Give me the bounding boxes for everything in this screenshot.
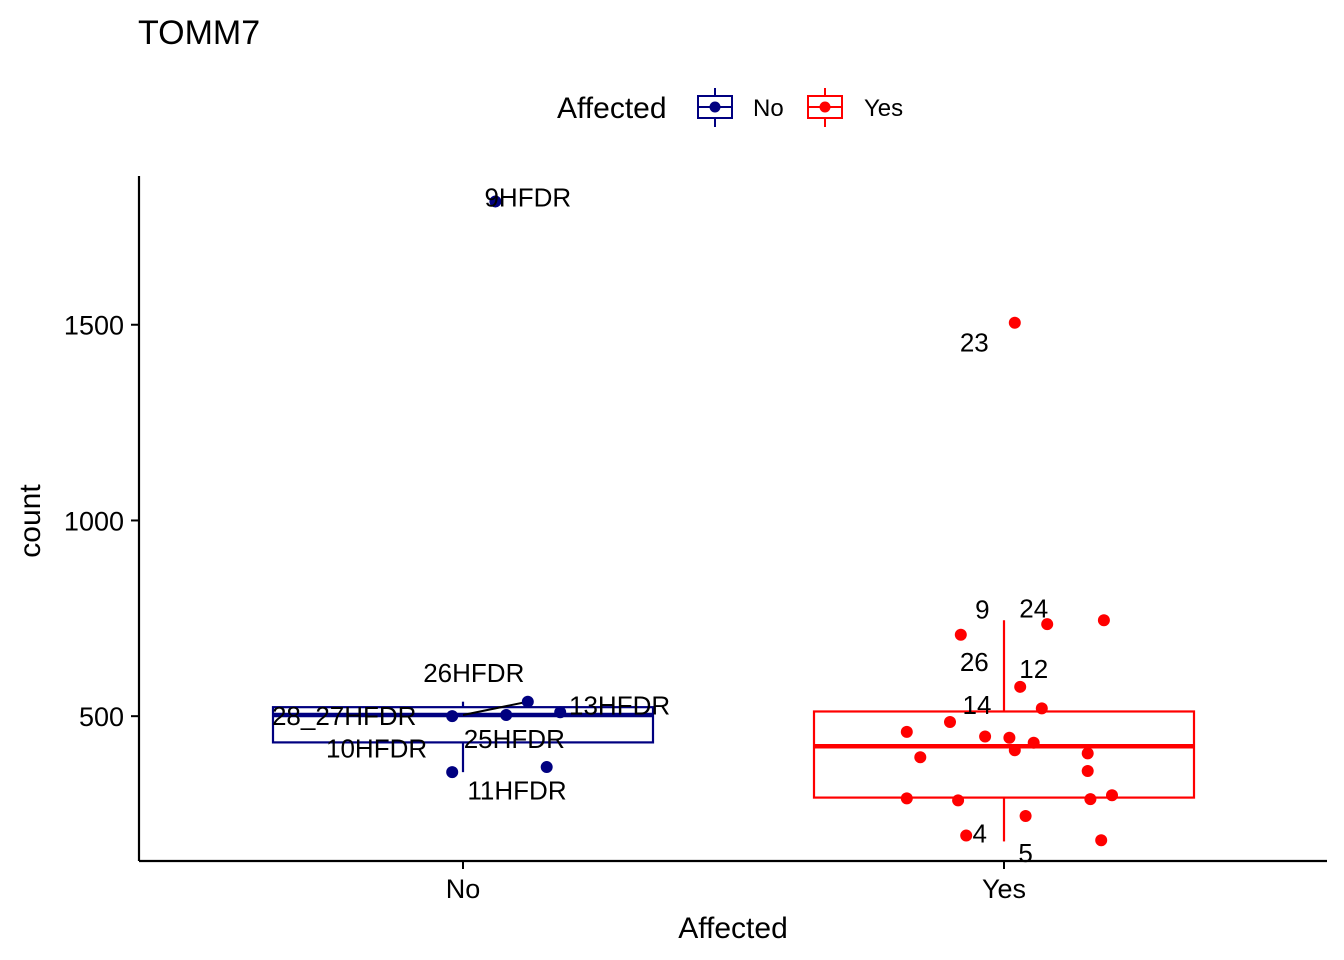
point-label: 12 (1019, 654, 1048, 684)
x-tick-label: No (446, 874, 481, 904)
data-point (960, 829, 973, 842)
label-connectors (462, 700, 529, 716)
data-point (446, 766, 459, 779)
data-point (521, 695, 534, 708)
data-point (900, 725, 913, 738)
legend-label-no: No (753, 95, 784, 122)
point-label: 9 (975, 595, 989, 625)
data-point (1097, 614, 1110, 627)
point-label: 26HFDR (423, 658, 524, 688)
point-label: 9HFDR (484, 183, 571, 213)
legend-key-no (697, 88, 733, 127)
point-label: 24 (1019, 594, 1048, 624)
y-ticks: 500 1000 1500 (64, 311, 139, 732)
data-point (1003, 731, 1016, 744)
point-label: 25HFDR (464, 724, 565, 754)
x-ticks: No Yes (446, 861, 1026, 904)
y-tick-label: 1500 (64, 311, 124, 341)
data-point (1008, 316, 1021, 329)
point-label: 14 (963, 690, 992, 720)
data-point (1084, 793, 1097, 806)
data-point (979, 730, 992, 743)
point-label: 4 (972, 819, 986, 849)
data-point (1019, 809, 1032, 822)
legend: Affected No Yes (557, 88, 903, 127)
y-tick-label: 500 (79, 702, 124, 732)
data-point (1095, 834, 1108, 847)
box-no (271, 706, 655, 744)
point-label: 28_27HFDR (272, 701, 417, 731)
y-axis-title: count (14, 484, 47, 558)
legend-key-yes (807, 88, 843, 127)
data-point (914, 751, 927, 764)
point-label: 11HFDR (467, 776, 566, 806)
data-point (1041, 618, 1054, 631)
label-connector-13hfdr (462, 700, 529, 716)
point-label: 26 (960, 647, 989, 677)
point-label: 10HFDR (326, 733, 427, 763)
point-label: 13HFDR (569, 691, 670, 721)
chart-title: TOMM7 (138, 14, 260, 52)
data-point (446, 710, 459, 723)
data-point (1027, 736, 1040, 749)
data-point (1081, 747, 1094, 760)
boxes (271, 620, 1196, 842)
legend-label-yes: Yes (864, 95, 903, 122)
data-point (1014, 680, 1027, 693)
point-label: 5 (1018, 838, 1032, 868)
point-label: 23 (960, 327, 989, 357)
y-tick-label: 1000 (64, 506, 124, 536)
points (446, 195, 1118, 847)
legend-title: Affected (557, 92, 667, 125)
data-point (900, 792, 913, 805)
data-point (500, 708, 513, 721)
data-point (1035, 702, 1048, 715)
data-point (1106, 789, 1118, 802)
data-point (1081, 764, 1094, 777)
box-yes (812, 710, 1196, 799)
x-axis-title: Affected (678, 912, 788, 945)
data-point (944, 716, 956, 729)
data-point (554, 706, 567, 719)
data-point (540, 761, 553, 774)
data-point (1008, 744, 1021, 757)
data-point (952, 794, 965, 807)
data-point (954, 628, 967, 641)
data-point (489, 195, 502, 208)
x-tick-label: Yes (982, 874, 1026, 904)
